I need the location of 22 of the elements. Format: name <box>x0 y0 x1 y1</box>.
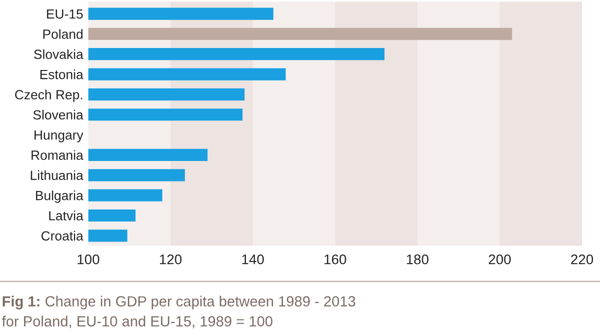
y-tick-label: Slovakia <box>34 49 84 60</box>
x-tick-label: 220 <box>571 254 594 264</box>
x-tick-label: 140 <box>242 254 264 264</box>
y-tick-label: Poland <box>43 29 82 39</box>
y-tick-label: Hungary <box>34 130 84 142</box>
y-tick-label: Bulgaria <box>36 190 84 203</box>
caption: Fig 1: <box>2 296 40 310</box>
text: Change in GDP per capita between 1989 - 2013 <box>46 296 356 310</box>
y-tick-label: Latvia <box>49 210 84 220</box>
y-tick-label: Romania <box>32 150 84 160</box>
x-tick-label: 180 <box>406 254 428 264</box>
x-tick-label: 100 <box>78 254 100 264</box>
y-tick-label: Czech Rep. <box>15 90 82 102</box>
y-tick-label: Lithuania <box>30 170 84 180</box>
x-tick-label: 200 <box>488 254 511 264</box>
x-tick-label: 120 <box>160 254 182 264</box>
x-tick-label: 160 <box>324 254 346 264</box>
text: for Poland, EU-10 and EU-15, 1989 = 100 <box>2 316 272 328</box>
y-tick-label: Slovenia <box>33 110 84 120</box>
y-tick-label: Croatia <box>41 230 84 241</box>
y-tick-label: Estonia <box>40 70 84 80</box>
y-tick-label: EU-15 <box>47 9 83 19</box>
